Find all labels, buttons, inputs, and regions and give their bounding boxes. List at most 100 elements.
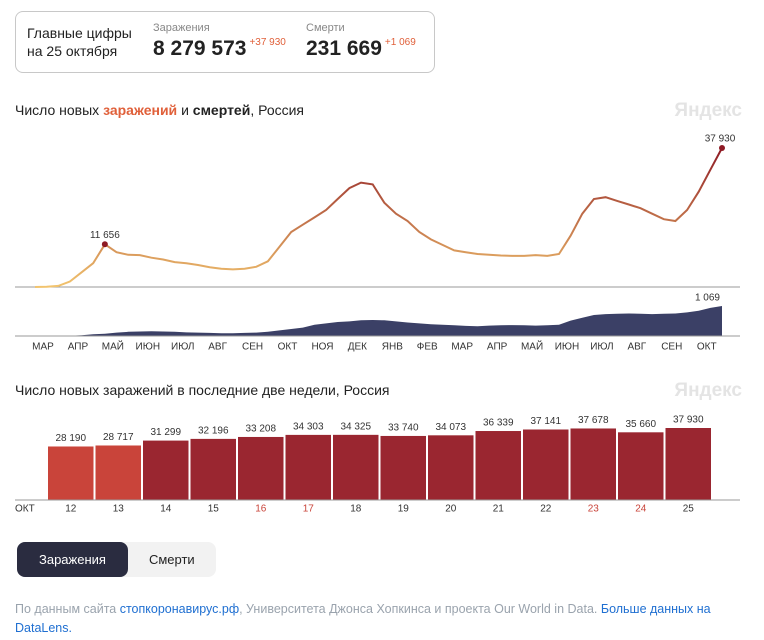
footer: По данным сайта стопкоронавирус.рф, Унив…: [15, 600, 745, 638]
cases-line: [34, 147, 723, 288]
x-tick-label: МАЙ: [102, 340, 124, 353]
bar: [238, 436, 284, 500]
stat-label: Смерти: [306, 22, 345, 34]
bar: [618, 432, 664, 500]
x-tick-label: ИЮЛ: [171, 342, 194, 353]
value-label: 33 740: [388, 423, 419, 434]
value-label: 34 303: [293, 422, 324, 433]
bar: [48, 446, 94, 500]
watermark: Яндекс: [674, 100, 742, 121]
x-tick-label: АПР: [487, 342, 508, 353]
x-tick-label: 14: [160, 504, 172, 515]
bar: [380, 435, 426, 500]
bar: [95, 445, 141, 500]
x-tick-label: СЕН: [242, 342, 263, 353]
value-label: 37 930: [705, 134, 736, 145]
value-label: 28 717: [103, 432, 134, 443]
value-label: 37 930: [673, 415, 704, 426]
title-part: заражений: [103, 102, 178, 118]
x-tick-label: 13: [113, 504, 125, 515]
x-tick-label: 24: [635, 504, 647, 515]
x-tick-label: АПР: [68, 342, 89, 353]
x-tick-label: СЕН: [661, 342, 682, 353]
value-label: 36 339: [483, 418, 514, 429]
source-link[interactable]: стопкоронавирус.рф: [119, 602, 240, 616]
tab-cases[interactable]: Заражения: [17, 542, 128, 577]
x-tick-label: МАЙ: [521, 340, 543, 353]
x-tick-label: ДЕК: [348, 342, 367, 353]
value-label: 11 656: [90, 230, 120, 241]
title-part: , Россия: [250, 102, 305, 118]
value-label: 37 141: [530, 416, 561, 427]
x-tick-label: ЯНВ: [382, 342, 403, 353]
bar: [475, 431, 521, 500]
stat: Заражения 8 279 573 +37 930: [153, 22, 286, 61]
stat-value: 8 279 573: [153, 37, 247, 60]
x-axis-label: ОКТ: [15, 504, 35, 515]
x-tick-label: 21: [493, 504, 505, 515]
x-tick-label: 15: [208, 504, 220, 515]
bar: [333, 434, 379, 500]
footer-text: , Университета Джонса Хопкинса и проекта…: [239, 602, 598, 616]
value-label: 33 208: [245, 424, 276, 435]
value-label: 34 325: [340, 421, 371, 432]
peak-dot: [101, 241, 108, 248]
deaths-area: [35, 306, 722, 336]
bar: [665, 428, 711, 500]
stat-delta: +37 930: [249, 37, 286, 48]
x-tick-label: ИЮН: [136, 342, 161, 353]
x-tick-label: ФЕВ: [417, 342, 438, 353]
bar: [428, 435, 474, 500]
x-tick-label: АВГ: [208, 342, 227, 353]
value-label: 28 190: [55, 433, 86, 444]
x-tick-label: 16: [255, 504, 267, 515]
x-tick-label: 23: [588, 504, 600, 515]
stat: Смерти 231 669 +1 069: [306, 22, 416, 61]
bar: [570, 428, 616, 500]
bar: [190, 438, 236, 500]
x-tick-label: 19: [398, 504, 410, 515]
bar-chart: 28 190 12 28 717 13 31 299 14 32 196 15 33 208 16…: [15, 415, 740, 515]
tab-deaths[interactable]: Смерти: [148, 552, 195, 567]
value-label: 1 069: [695, 293, 720, 304]
x-tick-label: 20: [445, 504, 457, 515]
x-tick-label: 17: [303, 504, 315, 515]
value-label: 37 678: [578, 415, 609, 426]
line-chart: 11 656 37 930 1 069 МАР АПР МАЙ ИЮН ИЮЛ АВГ СЕН ОК…: [15, 134, 740, 353]
x-tick-label: ОКТ: [278, 342, 298, 353]
chart-title: Число новых заражений в последние две не…: [15, 382, 390, 398]
title-part: Число новых: [15, 102, 100, 118]
title-part: смертей: [192, 102, 251, 118]
bar: [285, 434, 331, 500]
value-label: 34 073: [435, 422, 466, 433]
x-tick-label: МАР: [32, 342, 54, 353]
tab-bar: Заражения Смерти: [17, 542, 216, 577]
summary-title: Главные цифры на 25 октября: [27, 25, 132, 59]
chart-title: Число новых заражений и смертей, Россия: [15, 102, 304, 118]
watermark: Яндекс: [674, 380, 742, 401]
x-tick-label: АВГ: [627, 342, 646, 353]
x-tick-label: МАР: [451, 342, 473, 353]
value-label: 31 299: [150, 427, 181, 438]
x-tick-label: 22: [540, 504, 552, 515]
value-label: 35 660: [625, 419, 656, 430]
stat-label: Заражения: [153, 22, 210, 34]
datalens-link[interactable]: Больше данных на DataLens.: [15, 602, 711, 635]
bar: [523, 429, 569, 500]
title-part: и: [181, 102, 189, 118]
peak-dot: [719, 145, 725, 151]
x-tick-label: 25: [683, 504, 695, 515]
stat-delta: +1 069: [384, 37, 416, 48]
value-label: 32 196: [198, 426, 229, 437]
x-tick-label: ИЮН: [555, 342, 580, 353]
x-tick-label: 18: [350, 504, 362, 515]
stat-value: 231 669: [306, 37, 382, 60]
summary-card: Главные цифры на 25 октября Заражения 8 …: [15, 11, 435, 73]
x-tick-label: НОЯ: [311, 342, 333, 353]
bar: [143, 440, 189, 500]
x-tick-label: 12: [65, 504, 77, 515]
x-tick-label: ИЮЛ: [590, 342, 613, 353]
footer-text: По данным сайта: [15, 602, 117, 616]
x-tick-label: ОКТ: [697, 342, 717, 353]
